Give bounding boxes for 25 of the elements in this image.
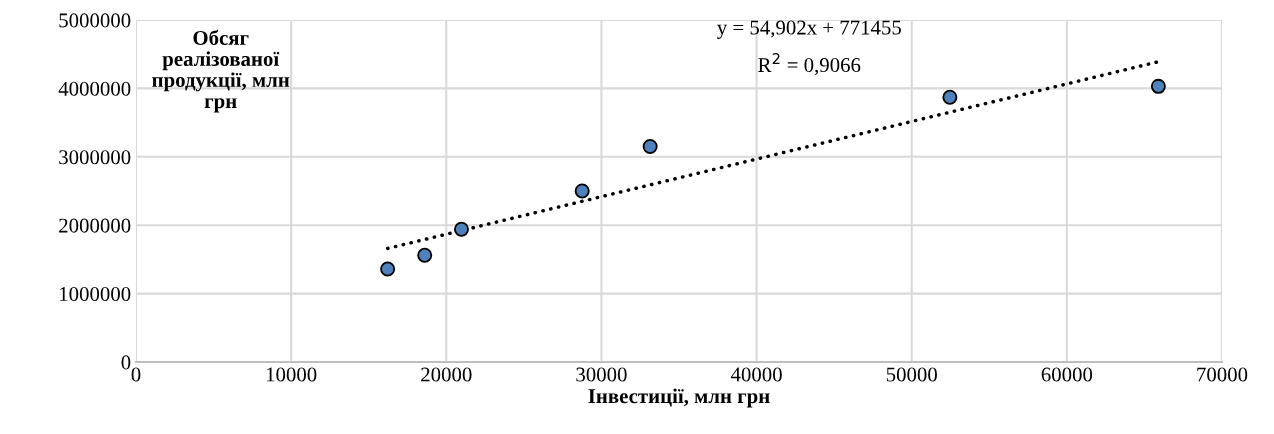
x-tick-label: 30000 — [576, 367, 627, 382]
x-tick-label: 60000 — [1041, 367, 1093, 382]
y-axis-title: Обсяг реалізованої продукції, млн грн — [152, 29, 290, 113]
point — [574, 183, 590, 199]
y-tick-label: 5000000 — [59, 13, 131, 28]
x-tick-label: 50000 — [886, 367, 937, 382]
point — [380, 261, 396, 277]
x-tick-label: 10000 — [266, 367, 317, 382]
x-tick-label: 40000 — [730, 367, 782, 382]
x-tick-label: 20000 — [421, 367, 472, 382]
point — [1150, 78, 1166, 94]
annotation: y = 54,902x + 771455 — [717, 20, 901, 39]
x-tick-label: 70000 — [1197, 367, 1248, 382]
y-tick-label: 2000000 — [59, 218, 131, 233]
point — [453, 221, 469, 237]
y-tick-label: 1000000 — [60, 286, 131, 302]
point — [417, 247, 433, 263]
x-tick-label: 0 — [131, 367, 141, 382]
annotation: R$^{2}$ = 0,9066 — [758, 53, 861, 76]
x-axis-title: Інвестиції, млн грн — [588, 388, 770, 408]
y-tick-label: 0 — [121, 355, 131, 370]
y-tick-label: 3000000 — [59, 150, 131, 165]
y-tick-label: 4000000 — [58, 81, 131, 96]
point — [642, 139, 658, 155]
point — [942, 89, 958, 105]
